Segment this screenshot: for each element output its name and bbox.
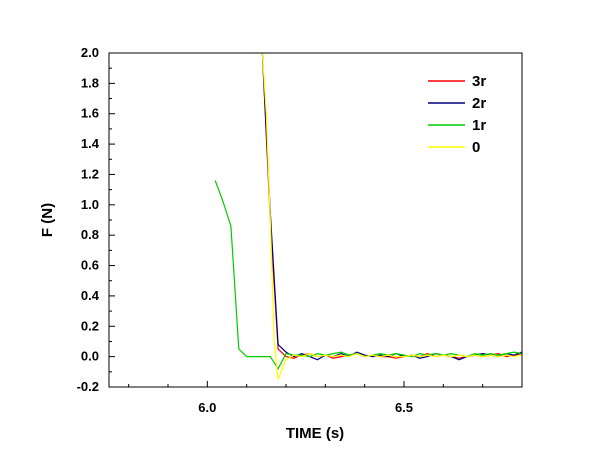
- legend-label-1r: 1r: [472, 117, 486, 134]
- series-line-1r: [214, 180, 522, 370]
- y-tick-label: 1.0: [81, 197, 99, 212]
- y-tick-label: 2.0: [81, 45, 99, 60]
- legend-label-0: 0: [472, 139, 480, 156]
- tick-labels-group: -0.2 0.0 0.2 0.4 0.6 0.8 1.0 1.2 1.4 1.6 1.8 2.0 6.0…: [77, 45, 413, 415]
- y-tick-label: 0.8: [81, 227, 99, 242]
- x-tick-label: 6.0: [198, 400, 216, 415]
- y-tick-label: 1.4: [81, 136, 100, 151]
- legend: 3r 2r 1r 0: [428, 73, 486, 156]
- legend-label-3r: 3r: [472, 73, 486, 90]
- legend-label-2r: 2r: [472, 95, 486, 112]
- y-tick-label: 0.0: [81, 349, 99, 364]
- plot-series-group: [214, 53, 522, 380]
- series-line-0: [261, 53, 522, 380]
- y-tick-label: 0.2: [81, 318, 99, 333]
- x-axis-title: TIME (s): [286, 425, 344, 442]
- axis-ticks-group: [109, 52, 484, 388]
- y-tick-label: 1.2: [81, 166, 99, 181]
- x-tick-label: 6.5: [395, 400, 413, 415]
- y-tick-label: 0.6: [81, 258, 99, 273]
- y-axis-title: F (N): [39, 203, 56, 237]
- y-tick-label: 1.6: [81, 106, 99, 121]
- y-tick-label: -0.2: [77, 379, 99, 394]
- y-tick-label: 0.4: [81, 288, 100, 303]
- y-tick-label: 1.8: [81, 75, 99, 90]
